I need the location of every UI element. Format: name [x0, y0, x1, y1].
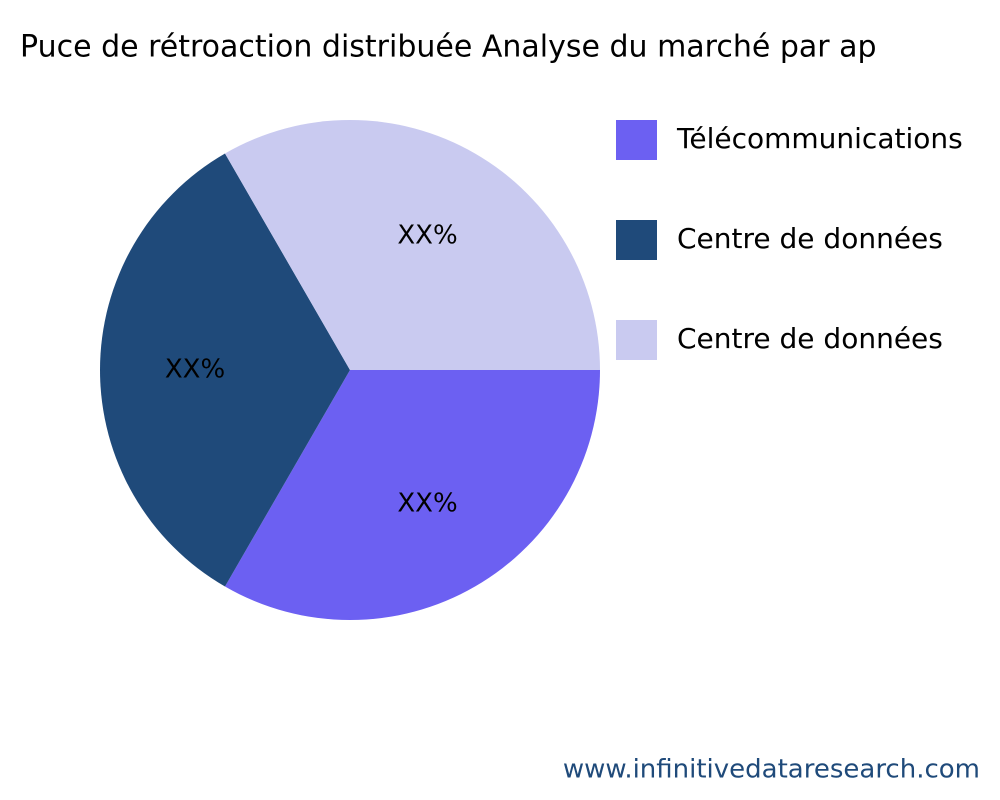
pie-slice	[225, 370, 600, 620]
pie-slice	[225, 119, 600, 370]
legend-swatch	[616, 320, 657, 360]
data-label: XX%	[397, 220, 457, 250]
legend-label: Télécommunications	[676, 122, 963, 155]
legend-label: Centre de données	[677, 322, 943, 355]
legend-label: Centre de données	[677, 222, 943, 255]
data-label: XX%	[165, 355, 225, 385]
legend-swatch	[616, 220, 657, 260]
chart-title: Puce de rétroaction distribuée Analyse d…	[20, 30, 877, 65]
legend-swatch	[616, 120, 657, 160]
data-label: XX%	[397, 489, 457, 519]
source: www.infinitivedataresearch.com	[563, 755, 980, 785]
